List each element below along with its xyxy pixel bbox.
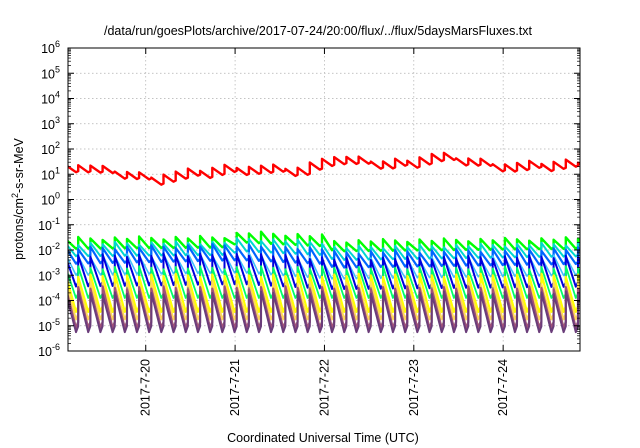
x-axis: 2017-7-20 2017-7-21 2017-7-22 2017-7-23 2017… (139, 48, 510, 416)
y-tick-label: 102 (41, 140, 60, 157)
x-tick-label: 2017-7-22 (317, 359, 331, 416)
y-tick-label: 101 (41, 165, 60, 182)
y-tick-label: 100 (41, 191, 60, 208)
y-tick-label: 104 (41, 90, 60, 107)
x-tick-label: 2017-7-23 (407, 359, 421, 416)
plot-area (68, 151, 580, 334)
x-tick-label: 2017-7-21 (228, 359, 242, 416)
x-tick-label: 2017-7-24 (496, 359, 510, 416)
y-tick-label: 105 (41, 64, 60, 81)
series-line-12 (68, 290, 580, 334)
y-tick-label: 106 (41, 39, 60, 56)
y-tick-label: 10-1 (38, 216, 60, 233)
y-tick-label: 10-2 (38, 241, 60, 258)
y-tick-label: 10-5 (38, 317, 60, 334)
series-line-1 (68, 151, 580, 186)
series-line-2 (68, 230, 580, 253)
x-axis-label: Coordinated Universal Time (UTC) (227, 431, 419, 445)
y-axis: 10-6 10-5 10-4 10-3 10-2 10-1 100 101 102 103 104 1… (38, 39, 580, 359)
y-tick-label: 103 (41, 115, 60, 132)
y-tick-label: 10-3 (38, 266, 60, 283)
series-line-4 (68, 243, 580, 269)
y-axis-label: protons/cm2-s-sr-MeV (10, 137, 26, 259)
chart-title: /data/run/goesPlots/archive/2017-07-24/2… (104, 24, 533, 38)
y-tick-label: 10-6 (38, 342, 60, 359)
y-tick-label: 10-4 (38, 292, 60, 309)
series-group (68, 151, 580, 334)
x-tick-label: 2017-7-20 (139, 359, 153, 416)
